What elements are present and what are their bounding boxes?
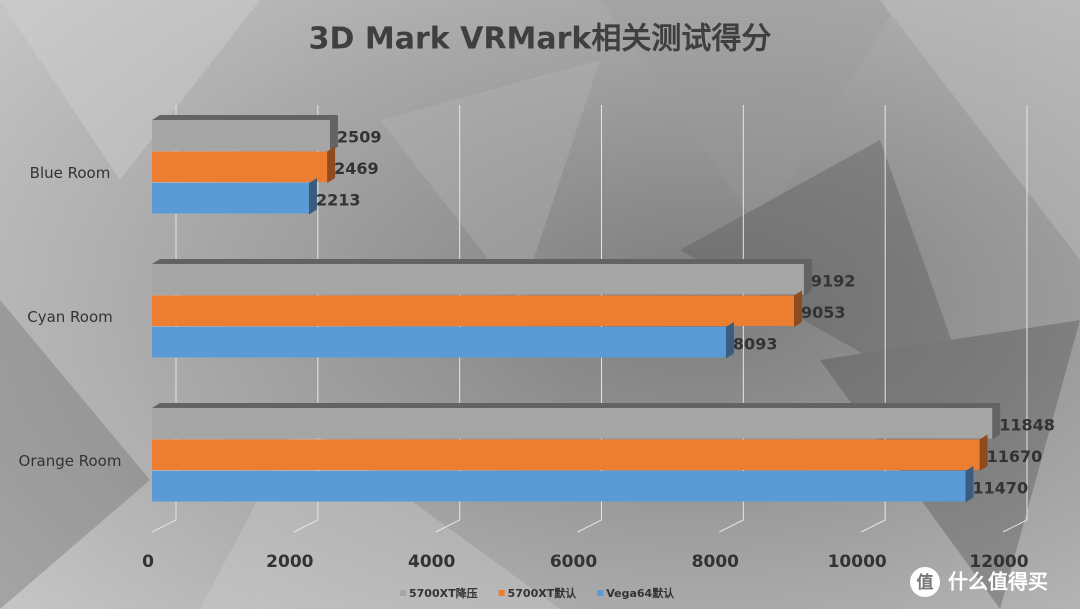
value-label: 2213 xyxy=(316,190,361,209)
x-tick-label: 6000 xyxy=(550,552,597,572)
value-label: 9053 xyxy=(801,303,846,322)
bar-side xyxy=(979,434,988,471)
grid-line xyxy=(293,105,319,533)
value-label: 2509 xyxy=(337,127,382,146)
bar-side xyxy=(308,178,317,215)
bar xyxy=(152,471,966,502)
y-tick-label: Blue Room xyxy=(30,164,111,182)
value-label: 11670 xyxy=(987,447,1043,466)
bar xyxy=(152,120,330,151)
bar-side xyxy=(327,146,336,183)
y-tick-label: Orange Room xyxy=(19,452,122,470)
legend: 5700XT降压 5700XT默认 Vega64默认 xyxy=(400,586,675,600)
x-tick-label: 4000 xyxy=(408,552,455,572)
bar-side xyxy=(965,466,974,503)
y-tick-label: Cyan Room xyxy=(27,308,113,326)
x-tick-label: 12000 xyxy=(969,552,1028,572)
legend-label: 5700XT降压 xyxy=(409,586,478,600)
bar xyxy=(152,151,328,182)
bar-top xyxy=(152,403,1001,408)
grid-line xyxy=(860,105,886,533)
value-label: 11848 xyxy=(999,415,1055,434)
chart-title: 3D Mark VRMark相关测试得分 xyxy=(309,22,772,57)
plot-area: 0 2000 4000 6000 8000 10000 12000 Blue Room 2509… xyxy=(19,105,1055,572)
grid-line xyxy=(719,105,744,533)
legend-swatch xyxy=(597,590,604,596)
legend-label: Vega64默认 xyxy=(606,586,675,600)
x-tick-label: 8000 xyxy=(692,552,739,572)
x-tick-label: 0 xyxy=(142,552,154,572)
x-tick-label: 2000 xyxy=(266,552,313,572)
bar-side xyxy=(803,259,812,296)
watermark-icon: 值 xyxy=(917,572,934,593)
bar-side xyxy=(794,290,803,327)
value-label: 11470 xyxy=(972,478,1028,497)
legend-swatch xyxy=(400,590,406,596)
value-label: 9192 xyxy=(811,271,856,290)
bar-top xyxy=(152,259,812,264)
bar xyxy=(152,264,804,295)
value-label: 8093 xyxy=(733,334,778,353)
x-tick-label: 10000 xyxy=(828,552,887,572)
bar xyxy=(152,327,726,358)
grid-line xyxy=(577,105,602,533)
bar-side xyxy=(725,322,734,359)
watermark: 值 什么值得买 xyxy=(910,567,1048,597)
bar xyxy=(152,295,795,326)
bar-top xyxy=(152,115,338,120)
bar xyxy=(152,439,980,470)
legend-label: 5700XT默认 xyxy=(508,586,578,600)
watermark-text: 什么值得买 xyxy=(948,570,1048,594)
bar-side xyxy=(992,403,1001,440)
grid-line xyxy=(435,105,461,533)
grid-line xyxy=(151,105,177,533)
value-label: 2469 xyxy=(334,159,379,178)
bar-side xyxy=(329,115,338,152)
bar xyxy=(152,408,993,439)
bar xyxy=(152,183,309,214)
grid-line xyxy=(1002,105,1028,533)
legend-swatch xyxy=(498,590,505,596)
